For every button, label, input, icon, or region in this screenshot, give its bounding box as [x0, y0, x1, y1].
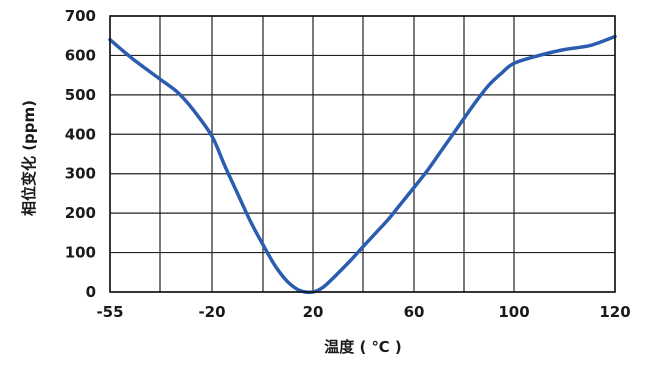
y-tick-label: 500 — [65, 86, 96, 104]
x-axis-title: 温度 ( ℃ ) — [324, 338, 402, 356]
y-tick-label: 200 — [65, 204, 96, 222]
y-tick-label: 100 — [65, 244, 96, 262]
plot-border — [109, 15, 616, 293]
x-tick-label: 120 — [599, 303, 630, 321]
x-tick-label: -55 — [96, 303, 123, 321]
y-tick-label: 0 — [86, 283, 96, 301]
grid — [109, 15, 616, 293]
y-tick-label: 300 — [65, 165, 96, 183]
y-tick-label: 400 — [65, 125, 96, 143]
x-tick-label: -20 — [198, 303, 225, 321]
y-tick-label: 700 — [65, 7, 96, 25]
series-line — [108, 34, 617, 295]
x-tick-label: 100 — [498, 303, 529, 321]
y-axis-title: 相位变化 (ppm) — [20, 100, 38, 216]
series-layer — [108, 34, 617, 295]
plot-frame — [109, 15, 616, 293]
x-tick-label: 20 — [303, 303, 324, 321]
x-tick-label: 60 — [404, 303, 425, 321]
y-tick-label: 600 — [65, 46, 96, 64]
tick-labels: 0 100 200 300 400 500 600 700 -55 -20 20 60 100 120 — [65, 7, 631, 321]
